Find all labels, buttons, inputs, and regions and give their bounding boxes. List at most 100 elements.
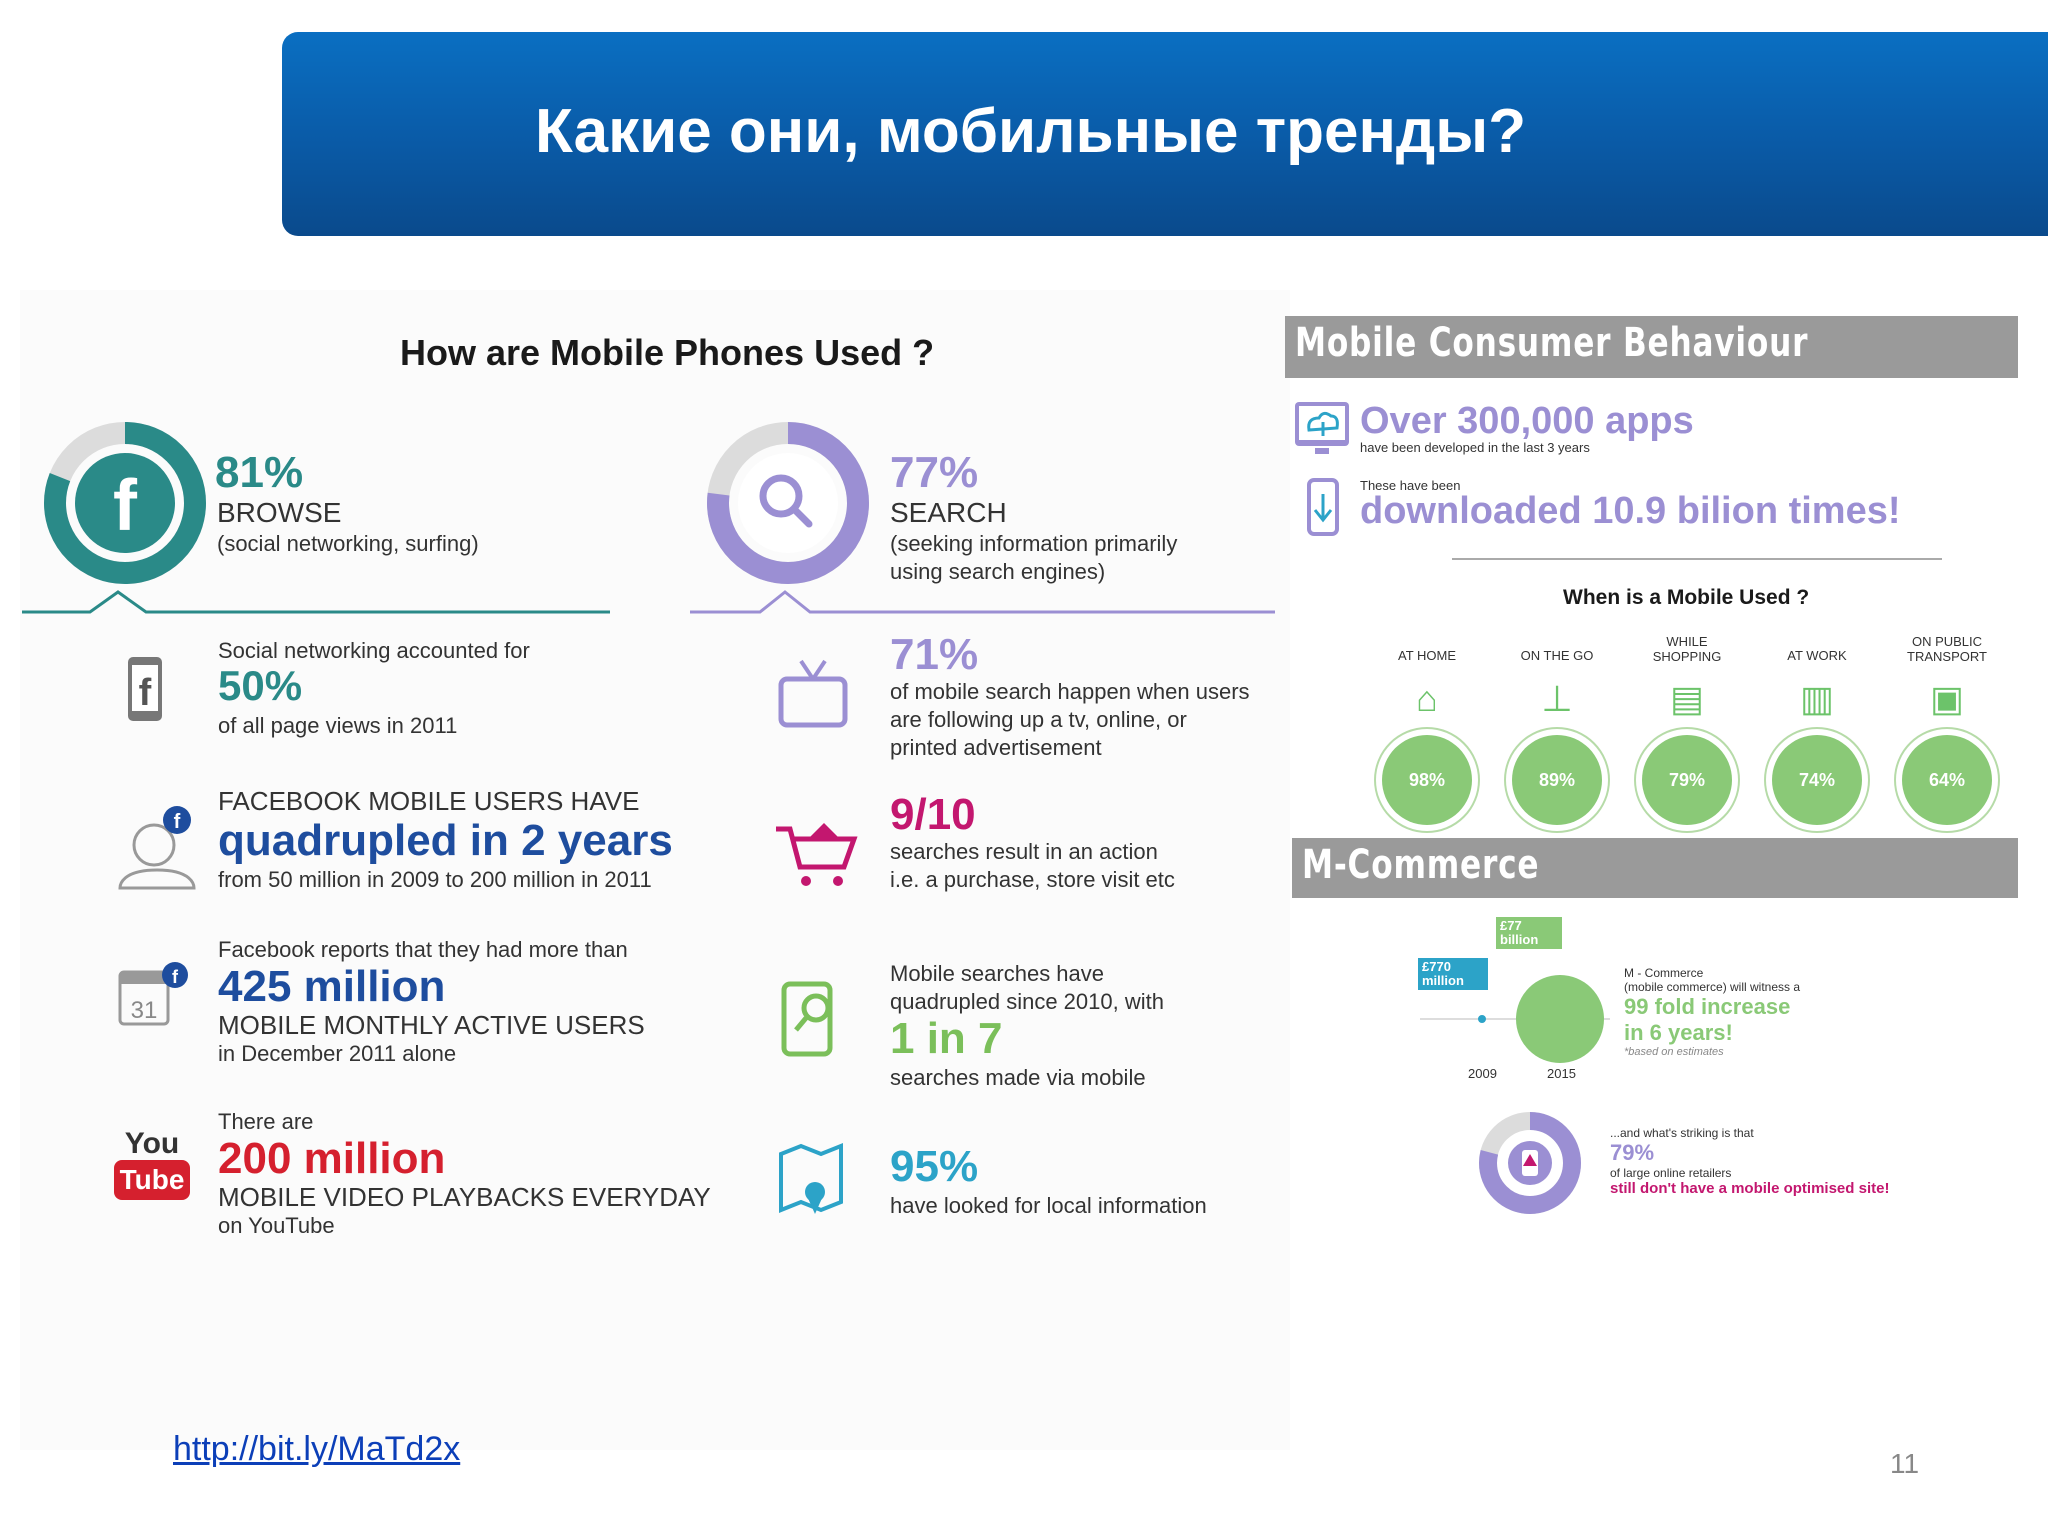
fact-425-mid: MOBILE MONTHLY ACTIVE USERS bbox=[218, 1010, 645, 1040]
mcommerce-header: M-Commerce bbox=[1292, 838, 2018, 898]
fact-425-pre: Facebook reports that they had more than bbox=[218, 937, 628, 962]
cloud-upload-icon bbox=[1295, 402, 1349, 454]
map-pin-icon bbox=[779, 1143, 843, 1214]
browse-desc: (social networking, surfing) bbox=[217, 531, 479, 556]
facebook-icon: f bbox=[113, 466, 138, 546]
fact-425-big: 425 million bbox=[218, 962, 446, 1011]
fact-yt-big: 200 million bbox=[218, 1134, 446, 1183]
bus-icon: ▣ bbox=[1929, 678, 1964, 719]
fact-910-line1: searches result in an action bbox=[890, 839, 1158, 864]
when-label-home: AT HOME bbox=[1397, 648, 1457, 663]
consumer-behaviour-header: Mobile Consumer Behaviour bbox=[1285, 316, 2018, 378]
mobile-usage-infographic: How are Mobile Phones Used ? f 81% BROWS… bbox=[20, 290, 1290, 1450]
fact-425-post: in December 2011 alone bbox=[218, 1041, 457, 1066]
signpost-icon: ⊥ bbox=[1541, 678, 1573, 719]
youtube-logo: You Tube bbox=[112, 1128, 192, 1200]
user-facebook-icon: f bbox=[118, 806, 196, 890]
search-desc-2: using search engines) bbox=[890, 559, 1106, 584]
magnifier-icon bbox=[759, 474, 813, 528]
when-label-work: AT WORK bbox=[1787, 648, 1847, 663]
section-dividers bbox=[22, 590, 1275, 614]
apps-count: Over 300,000 apps bbox=[1360, 400, 1694, 442]
browse-percent: 81% bbox=[215, 448, 304, 497]
when-percent-work: 74% bbox=[1772, 735, 1862, 825]
search-donut-arc bbox=[707, 422, 869, 584]
svg-text:31: 31 bbox=[131, 997, 158, 1024]
when-percent-shopping: 79% bbox=[1642, 735, 1732, 825]
fact-1in7-pre2: quadrupled since 2010, with bbox=[890, 989, 1164, 1014]
fact-910-big: 9/10 bbox=[890, 790, 976, 839]
striking-mid: of large online retailers bbox=[1610, 1166, 1732, 1180]
mcommerce-years: in 6 years! bbox=[1624, 1020, 1733, 1045]
when-label-shopping: WHILE SHOPPING bbox=[1652, 634, 1722, 664]
phone-download-icon bbox=[1307, 478, 1339, 536]
when-label-transport: ON PUBLIC TRANSPORT bbox=[1907, 634, 1987, 664]
search-donut-chart bbox=[707, 422, 869, 584]
fact-71-line2: are following up a tv, online, or bbox=[890, 707, 1187, 732]
fact-1in7-post: searches made via mobile bbox=[890, 1065, 1146, 1090]
when-percent-go: 89% bbox=[1512, 735, 1602, 825]
fact-yt-pre: There are bbox=[218, 1109, 314, 1134]
when-percent-transport: 64% bbox=[1902, 735, 1992, 825]
fact-yt-post: on YouTube bbox=[218, 1213, 335, 1238]
phone-facebook-icon: f bbox=[128, 657, 162, 721]
infographic-image: How are Mobile Phones Used ? f 81% BROWS… bbox=[20, 290, 2030, 1520]
fact-quad-post: from 50 million in 2009 to 200 million i… bbox=[218, 867, 652, 892]
striking-percent: 79% bbox=[1610, 1140, 1655, 1165]
fact-social-post: of all page views in 2011 bbox=[218, 713, 458, 738]
store-icon: ▤ bbox=[1669, 678, 1704, 719]
svg-text:f: f bbox=[139, 672, 152, 714]
mcommerce-year-2009: 2009 bbox=[1468, 1066, 1497, 1081]
title-banner bbox=[282, 32, 2048, 236]
retailers-donut-arc bbox=[1479, 1112, 1581, 1214]
page-number: 11 bbox=[1890, 1448, 1920, 1479]
fact-1in7-big: 1 in 7 bbox=[890, 1014, 1003, 1063]
warning-icon bbox=[1523, 1154, 1537, 1166]
office-building-icon: ▥ bbox=[1799, 678, 1834, 719]
fact-71-big: 71% bbox=[890, 630, 979, 679]
calendar-facebook-icon: 31 f bbox=[118, 962, 188, 1026]
tv-icon bbox=[778, 659, 848, 728]
fact-910-line2: i.e. a purchase, store visit etc bbox=[890, 867, 1175, 892]
source-link[interactable]: http://bit.ly/MaTd2x bbox=[173, 1430, 461, 1468]
fact-1in7-pre1: Mobile searches have bbox=[890, 961, 1105, 986]
fact-95-big: 95% bbox=[890, 1142, 979, 1191]
browse-donut-arc bbox=[44, 422, 206, 584]
when-label-go: ON THE GO bbox=[1520, 648, 1594, 663]
mcommerce-note-1: M - Commerce bbox=[1624, 966, 1704, 980]
mcommerce-increase: 99 fold increase bbox=[1624, 994, 1791, 1019]
search-desc-1: (seeking information primarily bbox=[890, 531, 1178, 556]
mcommerce-2015-value: £77 billion bbox=[1496, 917, 1562, 949]
fact-yt-mid: MOBILE VIDEO PLAYBACKS EVERYDAY bbox=[218, 1182, 711, 1212]
striking-post: still don't have a mobile optimised site… bbox=[1610, 1180, 1890, 1197]
mcommerce-growth-graphic bbox=[1420, 975, 1610, 1063]
facebook-donut-chart: f bbox=[44, 422, 206, 584]
divider bbox=[1452, 558, 1942, 560]
downloads-count: downloaded 10.9 bilion times! bbox=[1360, 490, 1901, 532]
fact-social-big: 50% bbox=[218, 662, 303, 709]
fact-quad-big: quadrupled in 2 years bbox=[218, 816, 673, 865]
mcommerce-2009-value: £770 million bbox=[1418, 958, 1488, 990]
apps-desc: have been developed in the last 3 years bbox=[1360, 440, 1590, 455]
mcommerce-note-2: (mobile commerce) will witness a bbox=[1624, 980, 1801, 994]
fact-quad-pre: FACEBOOK MOBILE USERS HAVE bbox=[218, 786, 640, 816]
retailers-donut-chart bbox=[1479, 1112, 1581, 1214]
downloads-pre: These have been bbox=[1360, 478, 1461, 493]
browse-label: BROWSE bbox=[217, 497, 342, 528]
infographic-title: How are Mobile Phones Used ? bbox=[400, 332, 935, 373]
svg-text:f: f bbox=[174, 811, 181, 833]
fact-71-line1: of mobile search happen when users bbox=[890, 679, 1250, 704]
house-icon: ⌂ bbox=[1416, 678, 1438, 719]
fact-95-post: have looked for local information bbox=[890, 1193, 1207, 1218]
slide-title: Какие они, мобильные тренды? bbox=[535, 97, 1527, 166]
search-label: SEARCH bbox=[890, 497, 1007, 528]
mcommerce-year-2015: 2015 bbox=[1547, 1066, 1576, 1081]
search-percent: 77% bbox=[890, 448, 979, 497]
phone-search-icon bbox=[781, 981, 833, 1057]
mcommerce-based: *based on estimates bbox=[1624, 1046, 1724, 1058]
svg-text:f: f bbox=[172, 967, 179, 987]
when-title: When is a Mobile Used ? bbox=[1563, 586, 1810, 609]
when-percent-home: 98% bbox=[1382, 735, 1472, 825]
striking-pre: ...and what's striking is that bbox=[1610, 1126, 1754, 1140]
fact-71-line3: printed advertisement bbox=[890, 735, 1102, 760]
